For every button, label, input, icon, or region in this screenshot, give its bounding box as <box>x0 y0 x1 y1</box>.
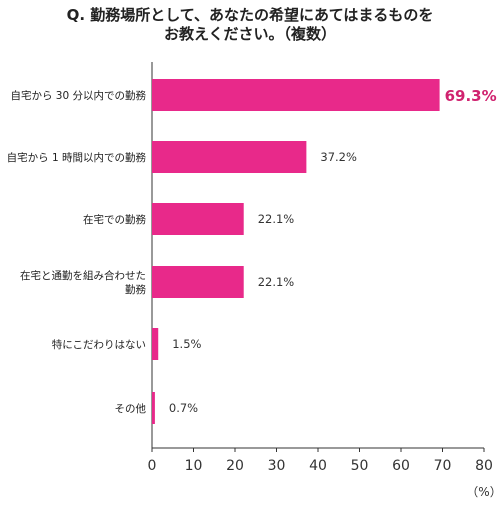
bar <box>152 203 244 235</box>
chart-title-line-1: Q. 勤務場所として、あなたの希望にあてはまるものを <box>66 6 434 24</box>
value-label: 69.3% <box>445 87 497 105</box>
value-label: 37.2% <box>320 150 357 164</box>
chart-title-line-2: お教えください。（複数） <box>163 25 337 43</box>
category-label: その他 <box>115 402 147 415</box>
category-label: 在宅での勤務 <box>83 213 146 226</box>
category-label: 自宅から 1 時間以内での勤務 <box>7 151 147 164</box>
category-label: 特にこだわりはない <box>52 339 146 351</box>
x-tick-label: 20 <box>226 458 244 474</box>
bar <box>152 141 307 173</box>
category-label: 自宅から 30 分以内での勤務 <box>10 89 146 102</box>
x-tick-label: 70 <box>434 458 452 474</box>
x-tick-label: 60 <box>392 458 410 474</box>
category-label: 在宅と通勤を組み合わせた <box>20 269 146 282</box>
x-tick-label: 10 <box>185 458 203 474</box>
value-label: 22.1% <box>258 275 295 289</box>
x-tick-label: 80 <box>475 458 493 474</box>
x-unit-label: （%） <box>466 485 500 499</box>
bar <box>152 79 440 111</box>
bar <box>152 328 159 360</box>
x-tick-label: 0 <box>148 458 157 474</box>
value-label: 1.5% <box>172 337 201 351</box>
value-label: 22.1% <box>258 212 295 226</box>
value-label: 0.7% <box>169 401 198 415</box>
chart-title: Q. 勤務場所として、あなたの希望にあてはまるものを お教えください。（複数） <box>0 6 500 44</box>
category-label: 勤務 <box>125 283 146 296</box>
x-tick-label: 40 <box>309 458 327 474</box>
x-tick-label: 30 <box>268 458 286 474</box>
bar <box>152 266 244 298</box>
bar <box>152 392 155 424</box>
x-tick-label: 50 <box>351 458 369 474</box>
